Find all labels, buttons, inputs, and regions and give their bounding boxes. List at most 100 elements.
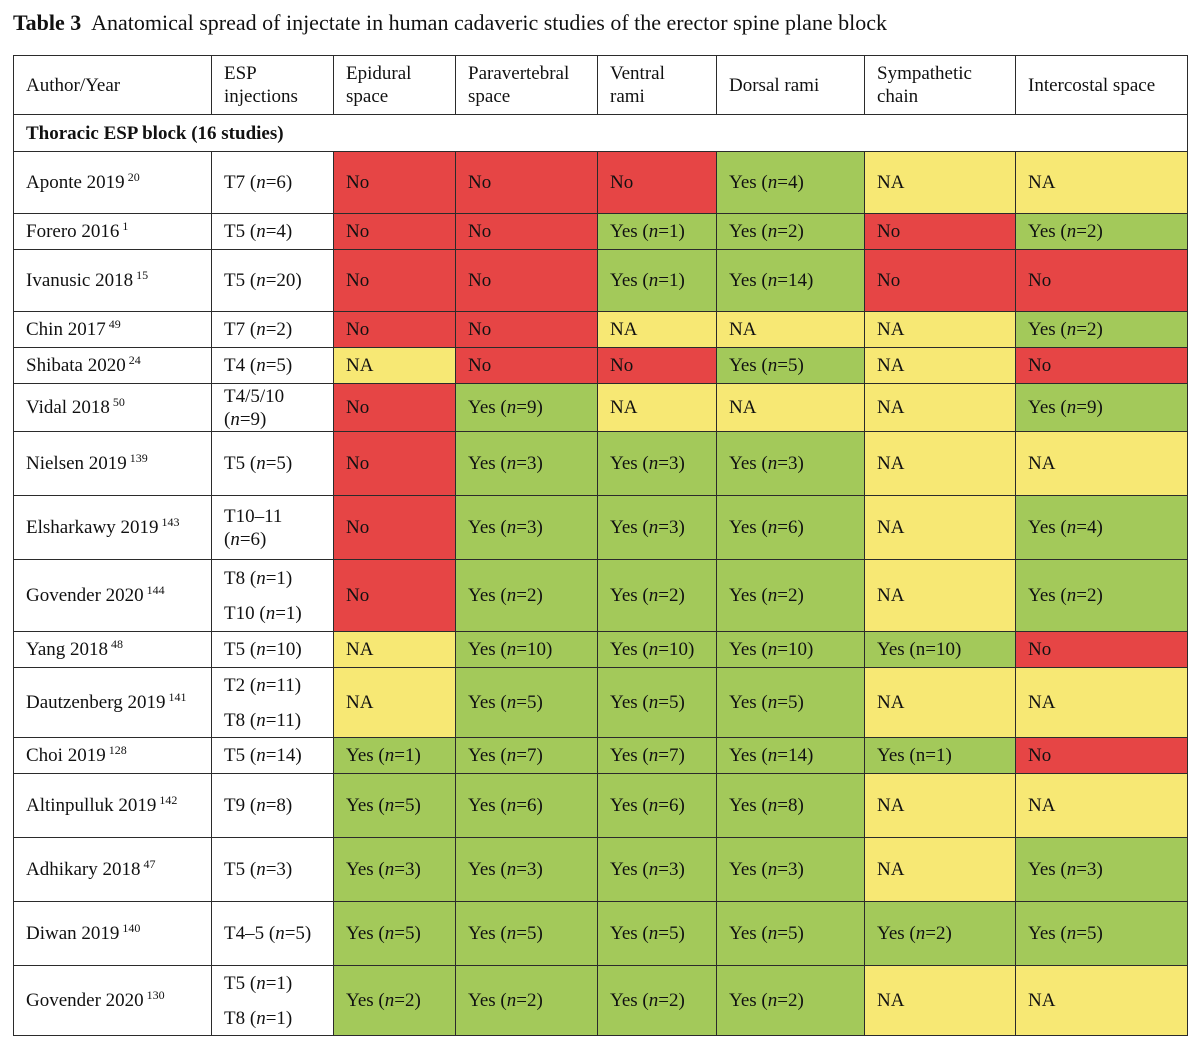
spread-cell: NA (333, 631, 456, 668)
spread-cell: No (455, 249, 598, 312)
spread-cell: No (1015, 249, 1188, 312)
table-row: Choi 2019 128 T5 (n=14) Yes (n=1) Yes (n=7) Y… (13, 737, 1188, 774)
spread-cell: Yes (n=5) (716, 347, 865, 384)
injection-cell: T4/5/10 (n=9) (211, 383, 334, 432)
spread-cell: Yes (n=5) (597, 901, 717, 966)
injection-level: T4/5/10 (224, 385, 285, 407)
table-row: Ivanusic 2018 15 T5 (n=20) No No Yes (n=1) Yes… (13, 249, 1188, 312)
column-header-line: space (468, 86, 511, 107)
reference-number: 144 (146, 583, 165, 597)
spread-cell: No (333, 213, 456, 250)
injection-cell: T5 (n=20) (211, 249, 334, 312)
spread-cell: Yes (n=5) (333, 773, 456, 838)
spread-cell: NA (1015, 151, 1188, 214)
column-header-line: Dorsal rami (729, 74, 820, 96)
spread-cell: Yes (n=2) (716, 559, 865, 632)
table-row: Shibata 2020 24 T4 (n=5) NA No No Yes (n=5) NA N… (13, 347, 1188, 384)
column-header-line: injections (224, 86, 298, 107)
spread-cell: No (333, 559, 456, 632)
injection-level: T5 (n=20) (224, 270, 302, 291)
column-header-line: Epidural (346, 63, 412, 84)
injection-cell: T5 (n=4) (211, 213, 334, 250)
table-row: Elsharkawy 2019 143 T10–11 (n=6) No Yes (n=3)… (13, 495, 1188, 560)
table-row: Vidal 2018 50 T4/5/10 (n=9) No Yes (n=9) NA NA N… (13, 383, 1188, 432)
spread-cell: Yes (n=2) (333, 965, 456, 1036)
reference-number: 47 (143, 857, 156, 871)
column-header: ESP injections (211, 55, 334, 115)
author-name: Govender 2020 (26, 585, 144, 606)
column-header: Intercostal space (1015, 55, 1188, 115)
spread-cell: No (455, 151, 598, 214)
spread-cell: NA (1015, 667, 1188, 738)
column-header: Dorsal rami (716, 55, 865, 115)
spread-cell: NA (1015, 965, 1188, 1036)
section-title: Thoracic ESP block (16 studies) (13, 114, 1188, 152)
injection-level: T7 (n=6) (224, 172, 293, 193)
table-row: Dautzenberg 2019 141 T2 (n=11) T8 (n=11) NA Y… (13, 667, 1188, 738)
spread-cell: NA (864, 383, 1016, 432)
injection-level: T5 (n=4) (224, 221, 293, 242)
author-cell: Diwan 2019 140 (13, 901, 212, 966)
spread-cell: No (333, 151, 456, 214)
injection-level: T5 (n=5) (224, 453, 293, 474)
author-cell: Vidal 2018 50 (13, 383, 212, 432)
spread-cell: No (597, 151, 717, 214)
injection-level: T5 (n=3) (224, 859, 293, 880)
spread-cell: Yes (n=10) (455, 631, 598, 668)
spread-cell: NA (597, 383, 717, 432)
author-name: Altinpulluk 2019 (26, 795, 157, 816)
section-row: Thoracic ESP block (16 studies) (13, 114, 1188, 152)
author-cell: Altinpulluk 2019 142 (13, 773, 212, 838)
reference-number: 140 (122, 921, 141, 935)
spread-cell: No (333, 383, 456, 432)
author-name: Adhikary 2018 (26, 859, 141, 880)
reference-number: 130 (146, 988, 165, 1002)
spread-cell: NA (864, 773, 1016, 838)
injection-level: T8 (n=1) (224, 1007, 293, 1029)
reference-number: 48 (111, 637, 124, 651)
spread-cell: No (1015, 737, 1188, 774)
injection-level: T5 (n=1) (224, 972, 293, 994)
injection-level: T8 (n=1) (224, 567, 293, 589)
spread-cell: NA (864, 151, 1016, 214)
spread-cell: No (597, 347, 717, 384)
spread-cell: NA (864, 667, 1016, 738)
spread-cell: Yes (n=2) (455, 965, 598, 1036)
spread-cell: Yes (n=9) (1015, 383, 1188, 432)
spread-cell: No (333, 431, 456, 496)
spread-cell: NA (333, 667, 456, 738)
injection-level: T10–11 (224, 505, 283, 527)
spread-cell: Yes (n=5) (716, 901, 865, 966)
spread-cell: Yes (n=3) (333, 837, 456, 902)
table-row: Chin 2017 49 T7 (n=2) No No NA NA NA Yes (n=2) (13, 311, 1188, 348)
table-row: Forero 2016 1 T5 (n=4) No No Yes (n=1) Yes (n=… (13, 213, 1188, 250)
spread-cell: Yes (n=5) (455, 901, 598, 966)
table-row: Govender 2020 144 T8 (n=1) T10 (n=1) No Yes (… (13, 559, 1188, 632)
spread-cell: Yes (n=7) (455, 737, 598, 774)
author-name: Diwan 2019 (26, 923, 120, 944)
reference-number: 128 (108, 743, 127, 757)
column-header-line: Ventral (610, 63, 665, 84)
spread-cell: Yes (n=3) (455, 837, 598, 902)
spread-cell: NA (716, 311, 865, 348)
column-header: Sympathetic chain (864, 55, 1016, 115)
injection-level: (n=9) (224, 408, 267, 430)
spread-cell: NA (716, 383, 865, 432)
injection-level: T10 (n=1) (224, 602, 302, 624)
author-cell: Nielsen 2019 139 (13, 431, 212, 496)
reference-number: 141 (168, 690, 187, 704)
spread-cell: Yes (n=5) (716, 667, 865, 738)
spread-cell: Yes (n=7) (597, 737, 717, 774)
spread-cell: Yes (n=2) (1015, 213, 1188, 250)
injection-cell: T2 (n=11) T8 (n=11) (211, 667, 334, 738)
spread-cell: Yes (n=3) (455, 495, 598, 560)
spread-cell: Yes (n=2) (455, 559, 598, 632)
spread-cell: No (1015, 347, 1188, 384)
spread-cell: Yes (n=2) (716, 213, 865, 250)
author-cell: Shibata 2020 24 (13, 347, 212, 384)
author-name: Forero 2016 (26, 221, 120, 242)
reference-number: 24 (128, 353, 141, 367)
spread-cell: Yes (n=3) (1015, 837, 1188, 902)
spread-cell: No (455, 347, 598, 384)
injection-level: (n=6) (224, 528, 267, 550)
